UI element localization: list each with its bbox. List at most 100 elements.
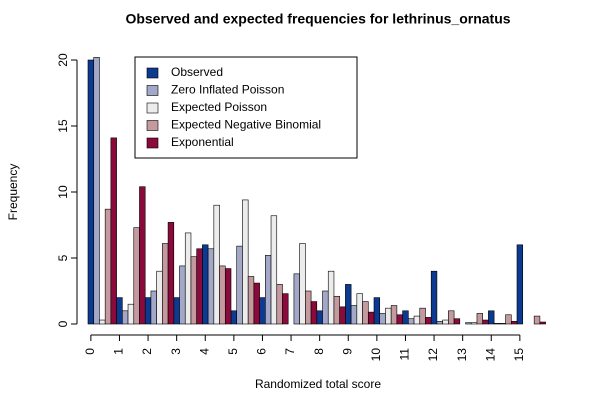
bar	[425, 317, 432, 325]
x-tick-label: 4	[197, 348, 211, 355]
bar	[282, 293, 289, 325]
bar	[476, 313, 483, 325]
bar	[396, 314, 403, 325]
bar	[236, 245, 243, 325]
bar	[293, 273, 300, 325]
bar	[173, 297, 180, 325]
bar	[162, 243, 169, 325]
x-tick-label: 2	[140, 348, 154, 355]
bar	[230, 310, 238, 325]
bar	[465, 322, 472, 325]
bar	[470, 322, 478, 325]
y-tick-label: 20	[56, 53, 70, 67]
bar	[516, 244, 524, 325]
bar	[305, 290, 312, 325]
bar	[104, 208, 112, 325]
bar	[442, 319, 449, 325]
bar	[190, 256, 197, 325]
bar	[110, 137, 117, 325]
bar	[122, 310, 129, 325]
x-tick-label: 14	[483, 348, 497, 362]
bar	[127, 303, 135, 325]
x-tick-label: 10	[369, 348, 383, 362]
bar	[196, 248, 203, 325]
bar	[510, 321, 518, 325]
bar	[350, 305, 358, 325]
bar	[482, 319, 489, 325]
x-tick-label: 9	[340, 348, 354, 355]
legend-swatch	[146, 102, 159, 114]
legend-label: Observed	[171, 65, 223, 79]
bar	[505, 314, 512, 325]
bar	[333, 295, 340, 325]
legend-swatch	[146, 67, 159, 79]
bar	[213, 204, 220, 325]
bar	[310, 301, 318, 325]
bar	[322, 290, 329, 325]
bar	[385, 307, 392, 325]
x-tick-label: 15	[512, 348, 526, 362]
x-tick-label: 1	[112, 348, 126, 355]
bar	[493, 323, 501, 325]
bar	[533, 315, 541, 325]
bar	[327, 270, 335, 325]
legend-swatch	[146, 120, 159, 131]
bar	[139, 186, 146, 325]
y-tick-label: 15	[56, 119, 70, 133]
bar	[133, 227, 140, 325]
x-axis-label: Randomized total score	[255, 377, 381, 391]
bar	[144, 297, 152, 325]
legend-swatch	[146, 85, 159, 96]
bar	[488, 310, 495, 325]
bar	[316, 310, 323, 325]
bar	[367, 311, 375, 325]
bar	[453, 318, 461, 325]
y-tick-label: 0	[56, 320, 70, 327]
y-tick-label: 5	[56, 254, 70, 261]
bar	[247, 276, 255, 325]
y-tick-label: 10	[56, 185, 70, 199]
bar	[259, 297, 266, 325]
x-tick-label: 7	[283, 348, 297, 355]
x-tick-label: 12	[426, 348, 440, 362]
bar	[224, 268, 232, 325]
bar	[167, 222, 175, 325]
bar	[373, 297, 381, 325]
bar	[390, 305, 398, 325]
x-tick-label: 13	[455, 348, 469, 362]
legend-label: Expected Poisson	[171, 100, 267, 114]
legend-label: Zero Inflated Poisson	[171, 83, 284, 97]
bar	[436, 321, 443, 325]
bar	[156, 270, 163, 325]
bar	[499, 323, 506, 325]
x-tick-label: 3	[169, 348, 183, 355]
bar	[402, 310, 409, 325]
bar	[356, 293, 363, 325]
bar	[265, 255, 272, 325]
bar	[202, 244, 209, 325]
bar	[253, 282, 260, 325]
legend-box	[134, 56, 358, 159]
bar	[408, 318, 415, 325]
bar	[87, 59, 95, 325]
bar	[362, 301, 369, 325]
bar	[179, 265, 186, 325]
bar	[430, 270, 438, 325]
bar	[99, 319, 106, 325]
bar	[413, 315, 421, 325]
chart-title: Observed and expected frequencies for le…	[125, 11, 510, 27]
bar	[345, 284, 352, 325]
bar	[379, 313, 386, 325]
bar	[339, 306, 346, 325]
bar	[219, 265, 226, 325]
x-tick-label: 6	[255, 348, 269, 355]
x-tick-label: 11	[398, 348, 412, 361]
y-axis-label: Frequency	[6, 164, 20, 221]
legend-label: Exponential	[171, 135, 234, 149]
bar	[184, 232, 192, 325]
bar	[299, 243, 306, 325]
bar	[448, 310, 455, 325]
bar	[419, 307, 426, 325]
bar	[116, 297, 123, 325]
